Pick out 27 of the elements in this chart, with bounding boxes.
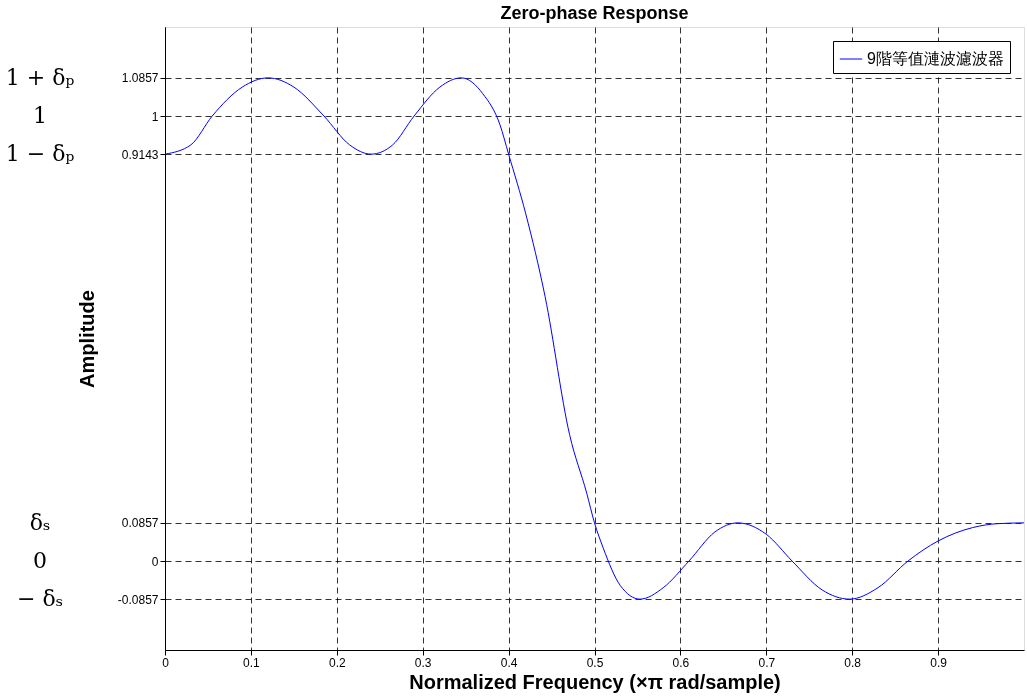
y-axis-title: Amplitude bbox=[75, 290, 98, 388]
text: 1 − δₚ bbox=[5, 141, 75, 167]
text: 1 + δₚ bbox=[5, 64, 75, 90]
x-tick-label: 0 bbox=[162, 655, 170, 670]
line-series bbox=[165, 77, 1024, 600]
text: 1 bbox=[33, 103, 47, 128]
x-tick-label: 0.9 bbox=[930, 655, 948, 670]
y-tick-label: 0.9143 bbox=[121, 147, 159, 162]
x-tick-label: 0.4 bbox=[500, 655, 518, 670]
y-tick-label: 1.0857 bbox=[121, 71, 159, 86]
y-tick-label: 1 bbox=[151, 109, 159, 124]
x-tick-label: 0.8 bbox=[844, 655, 862, 670]
x-tick-label: 0.5 bbox=[586, 655, 604, 670]
y-tick-label: 0.0857 bbox=[121, 516, 159, 531]
y-tick-label: -0.0857 bbox=[117, 592, 159, 607]
text: 0 bbox=[33, 548, 47, 573]
x-tick-label: 0.2 bbox=[328, 655, 346, 670]
x-tick-label: 0.7 bbox=[758, 655, 776, 670]
chart-title: Zero-phase Response bbox=[500, 3, 689, 23]
text: − δₛ bbox=[16, 586, 64, 612]
legend-label: 9階等值漣波濾波器 bbox=[867, 50, 1004, 67]
x-tick-label: 0.6 bbox=[672, 655, 690, 670]
x-tick-label: 0.1 bbox=[243, 655, 261, 670]
x-axis-title: Normalized Frequency (×π rad/sample) bbox=[409, 670, 781, 693]
x-tick-label: 0.3 bbox=[414, 655, 432, 670]
y-tick-label: 0 bbox=[151, 554, 159, 569]
text: δₛ bbox=[29, 509, 51, 535]
